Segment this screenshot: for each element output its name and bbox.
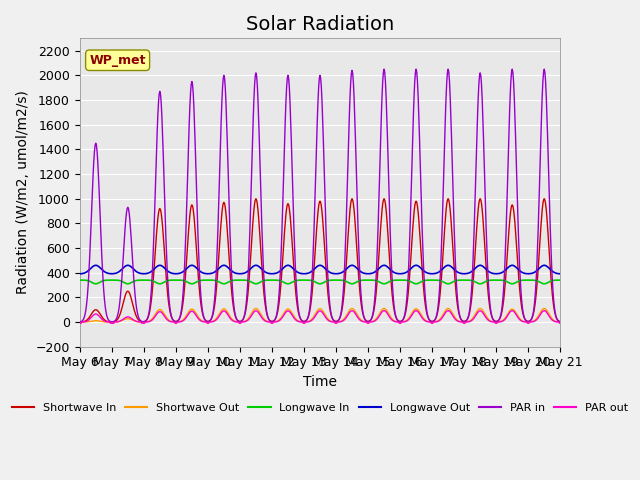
X-axis label: Time: Time — [303, 375, 337, 389]
Legend: Shortwave In, Shortwave Out, Longwave In, Longwave Out, PAR in, PAR out: Shortwave In, Shortwave Out, Longwave In… — [7, 398, 633, 418]
Title: Solar Radiation: Solar Radiation — [246, 15, 394, 34]
Text: WP_met: WP_met — [90, 54, 146, 67]
Y-axis label: Radiation (W/m2, umol/m2/s): Radiation (W/m2, umol/m2/s) — [16, 91, 30, 294]
